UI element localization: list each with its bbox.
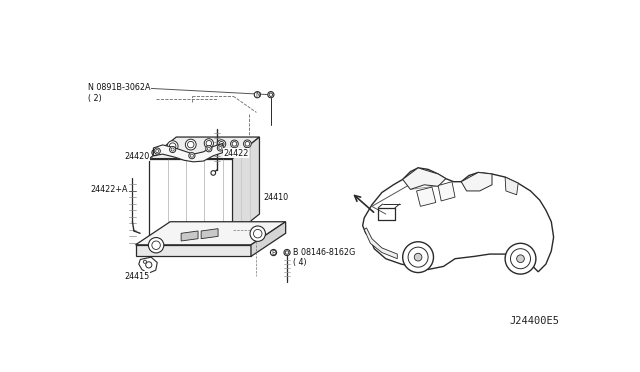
Circle shape xyxy=(170,147,176,153)
Circle shape xyxy=(211,171,216,175)
Circle shape xyxy=(207,147,211,150)
Text: 24422+A: 24422+A xyxy=(91,185,129,194)
Circle shape xyxy=(217,140,226,148)
Circle shape xyxy=(408,247,428,267)
Text: N: N xyxy=(119,85,124,91)
Circle shape xyxy=(218,145,223,151)
Circle shape xyxy=(154,148,161,154)
Circle shape xyxy=(269,93,273,96)
Polygon shape xyxy=(139,257,157,273)
Circle shape xyxy=(190,154,193,157)
Text: 24415: 24415 xyxy=(125,272,150,281)
Circle shape xyxy=(244,140,252,148)
Polygon shape xyxy=(149,158,232,235)
Circle shape xyxy=(152,150,158,155)
Circle shape xyxy=(268,92,274,98)
Circle shape xyxy=(285,251,289,254)
Circle shape xyxy=(511,249,531,269)
Polygon shape xyxy=(403,168,446,189)
Polygon shape xyxy=(149,137,259,158)
Circle shape xyxy=(153,151,157,154)
Text: 24420: 24420 xyxy=(124,152,149,161)
Circle shape xyxy=(254,92,260,98)
Text: J24400E5: J24400E5 xyxy=(509,317,560,327)
Circle shape xyxy=(170,143,176,150)
Circle shape xyxy=(156,150,159,153)
Polygon shape xyxy=(364,228,397,259)
Circle shape xyxy=(253,230,262,238)
Circle shape xyxy=(271,250,276,256)
Circle shape xyxy=(189,153,195,159)
Circle shape xyxy=(284,250,290,256)
Circle shape xyxy=(146,262,152,268)
Circle shape xyxy=(206,141,212,146)
Circle shape xyxy=(132,85,138,91)
Circle shape xyxy=(118,85,125,91)
Circle shape xyxy=(186,139,196,150)
Circle shape xyxy=(148,238,164,253)
Circle shape xyxy=(250,226,266,241)
Polygon shape xyxy=(461,173,492,191)
Circle shape xyxy=(171,148,174,151)
Circle shape xyxy=(206,146,212,152)
Circle shape xyxy=(134,86,137,89)
Circle shape xyxy=(143,260,147,263)
Circle shape xyxy=(516,255,524,263)
Circle shape xyxy=(403,242,433,273)
Circle shape xyxy=(152,241,161,250)
Text: 24422: 24422 xyxy=(223,148,249,158)
Circle shape xyxy=(219,141,224,147)
Polygon shape xyxy=(154,143,223,162)
Circle shape xyxy=(230,140,238,148)
Circle shape xyxy=(245,141,250,146)
Polygon shape xyxy=(417,187,436,206)
Polygon shape xyxy=(438,182,455,201)
Polygon shape xyxy=(505,177,518,195)
Text: N: N xyxy=(255,92,260,98)
Circle shape xyxy=(505,243,536,274)
Text: N 0891B-3062A
( 2): N 0891B-3062A ( 2) xyxy=(88,83,150,103)
Circle shape xyxy=(167,141,178,151)
Circle shape xyxy=(219,147,222,150)
Circle shape xyxy=(204,139,214,148)
Text: 24410: 24410 xyxy=(263,193,289,202)
Polygon shape xyxy=(201,229,218,239)
Circle shape xyxy=(188,141,194,148)
Polygon shape xyxy=(363,168,554,272)
Circle shape xyxy=(414,253,422,261)
Text: B 08146-8162G
( 4): B 08146-8162G ( 4) xyxy=(293,248,355,267)
Polygon shape xyxy=(136,245,251,256)
Polygon shape xyxy=(136,222,285,245)
Text: B: B xyxy=(271,250,276,256)
Polygon shape xyxy=(251,222,285,256)
Circle shape xyxy=(232,142,237,146)
Polygon shape xyxy=(232,137,259,235)
Polygon shape xyxy=(181,231,198,241)
